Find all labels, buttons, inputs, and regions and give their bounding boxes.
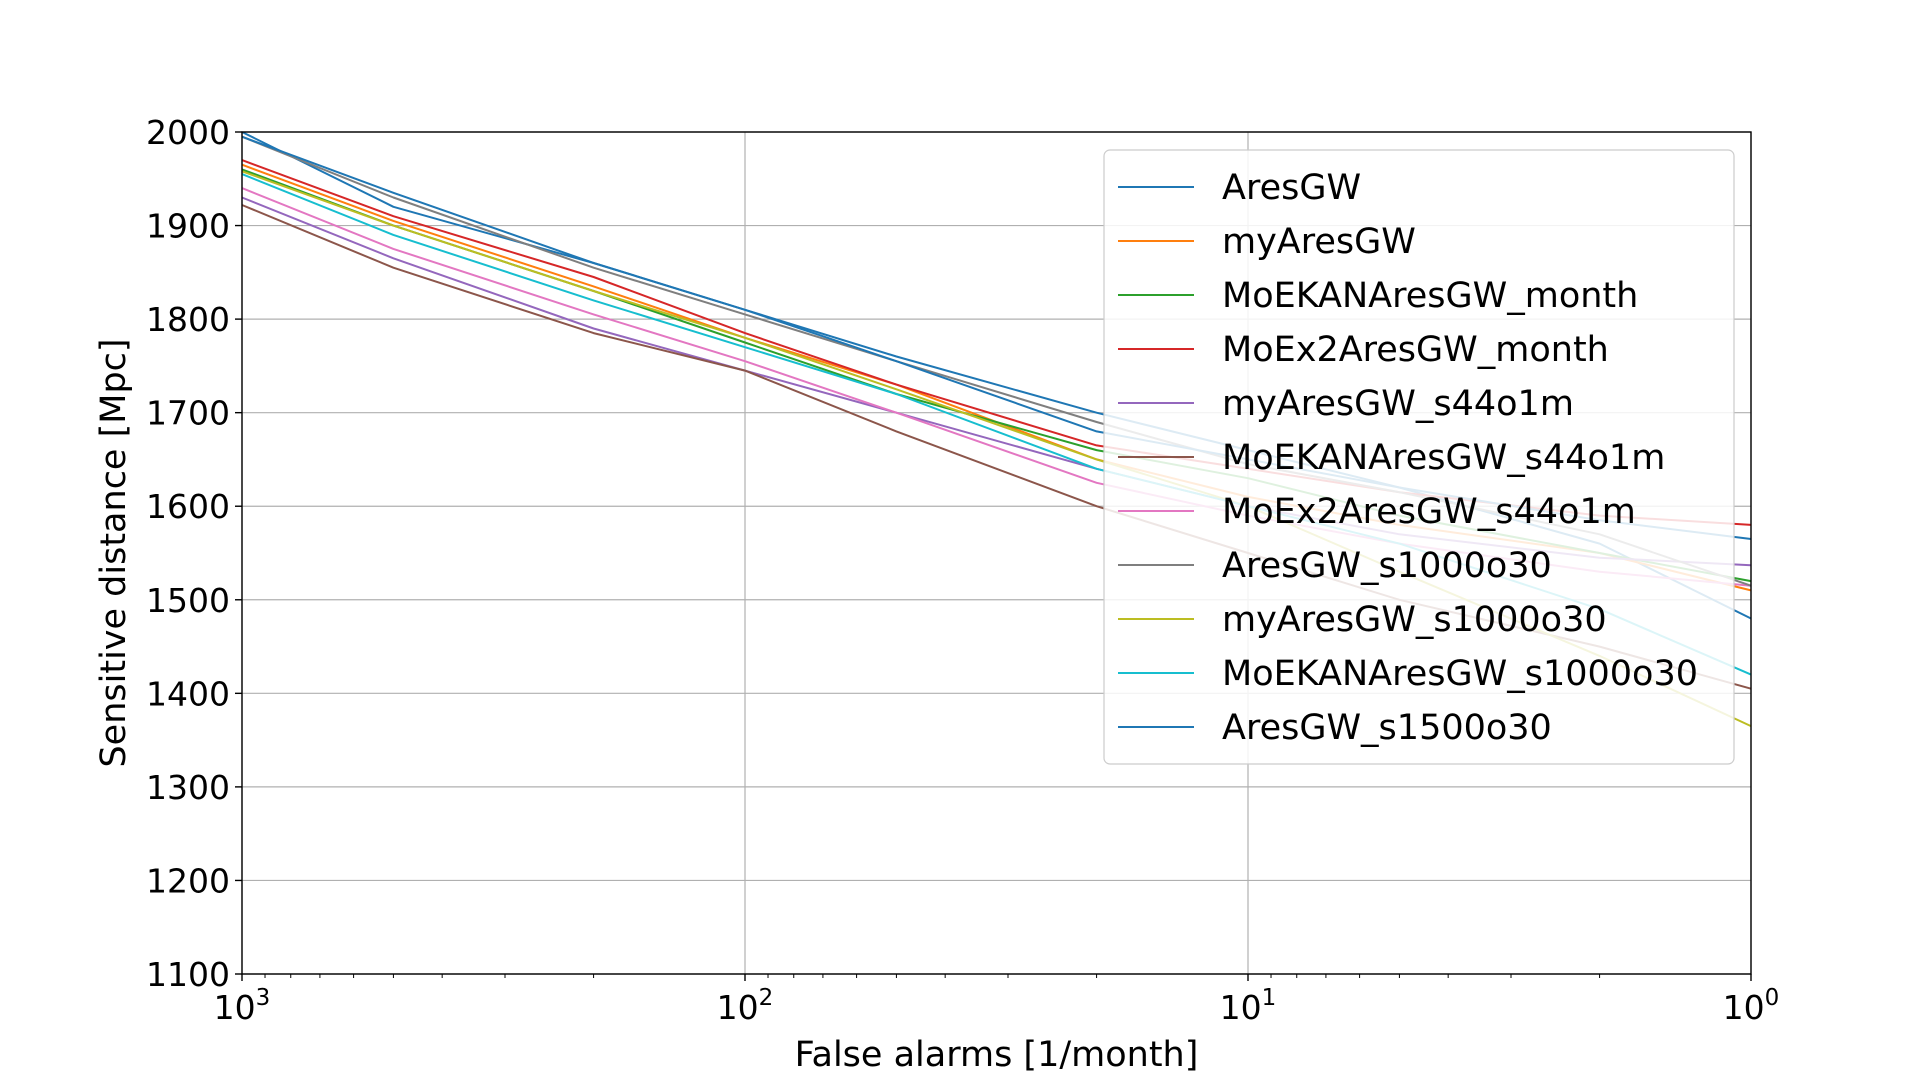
x-tick-label: 101 — [1220, 985, 1277, 1027]
y-axis: 1100 1200 1300 1400 1500 1600 1700 1800 1900 2000 — [146, 113, 242, 994]
y-tick-label: 1700 — [146, 394, 230, 433]
x-tick-label: 103 — [214, 985, 271, 1027]
y-tick-label: 1900 — [146, 207, 230, 246]
legend-box — [1103, 149, 1735, 765]
legend-label: MoEx2AresGW_month — [1222, 330, 1609, 370]
plot-frame — [241, 131, 1752, 975]
x-axis-label: False alarms [1/month] — [795, 1035, 1199, 1075]
x-tick-label: 102 — [717, 985, 774, 1027]
y-tick-label: 2000 — [146, 113, 230, 152]
y-tick-label: 1100 — [146, 955, 230, 994]
legend: AresGW myAresGW MoEKANAresGW_month MoEx2Are… — [1103, 149, 1735, 765]
y-axis-label: Sensitive distance [Mpc] — [94, 338, 134, 767]
legend-label: myAresGW_s44o1m — [1222, 384, 1574, 424]
legend-label: AresGW — [1222, 168, 1361, 208]
legend-label: MoEKANAresGW_s44o1m — [1222, 438, 1665, 478]
x-axis: 103 102 101 100 — [214, 974, 1780, 1027]
legend-label: MoEx2AresGW_s44o1m — [1222, 492, 1636, 532]
x-tick-label: 100 — [1723, 985, 1780, 1027]
legend-label: AresGW_s1000o30 — [1222, 546, 1552, 586]
y-tick-label: 1800 — [146, 300, 230, 339]
legend-label: myAresGW — [1222, 222, 1416, 262]
y-tick-label: 1600 — [146, 487, 230, 526]
legend-label: MoEKANAresGW_month — [1222, 276, 1638, 316]
y-tick-label: 1400 — [146, 674, 230, 713]
legend-label: MoEKANAresGW_s1000o30 — [1222, 654, 1698, 694]
legend-label: AresGW_s1500o30 — [1222, 708, 1552, 748]
y-tick-label: 1500 — [146, 581, 230, 620]
legend-label: myAresGW_s1000o30 — [1222, 600, 1607, 640]
y-tick-label: 1200 — [146, 861, 230, 900]
y-tick-label: 1300 — [146, 768, 230, 807]
